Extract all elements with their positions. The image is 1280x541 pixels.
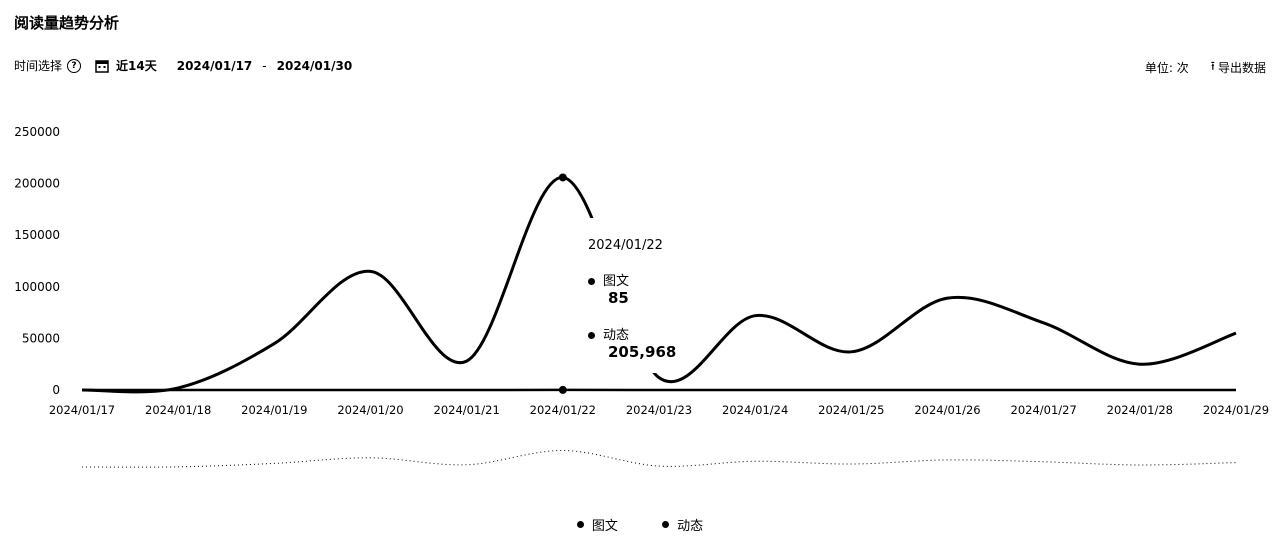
series-dot-icon (588, 278, 595, 285)
series-dot-icon (588, 332, 595, 339)
time-label: 时间选择 (14, 59, 63, 73)
x-tick-label: 2024/01/28 (1107, 403, 1173, 417)
y-tick-label: 100000 (14, 280, 60, 294)
date-start[interactable]: 2024/01/17 (176, 58, 253, 73)
tooltip-date: 2024/01/22 (588, 238, 663, 253)
chart-legend: 图文 动态 (0, 515, 1280, 534)
y-axis: 0 50000 100000 150000 200000 250000 (14, 125, 60, 397)
calendar-icon[interactable] (95, 59, 109, 73)
legend-item-dongtai[interactable]: 动态 (662, 515, 703, 534)
y-tick-label: 200000 (14, 177, 60, 191)
x-tick-label: 2024/01/25 (818, 403, 884, 417)
tooltip-value: 205,968 (608, 343, 677, 361)
tooltip-value: 85 (608, 289, 629, 307)
zoom-slider[interactable] (81, 450, 1237, 468)
date-separator: - (262, 58, 267, 73)
toolbar-right: 单位: 次 ⭱ 导出数据 (1145, 57, 1266, 78)
tooltip-item-1: 图文 (588, 270, 629, 289)
export-label: 导出数据 (1217, 61, 1266, 75)
x-tick-label: 2024/01/19 (241, 403, 307, 417)
x-tick-label: 2024/01/27 (1011, 403, 1077, 417)
tooltip-series-name: 图文 (603, 274, 630, 289)
export-button[interactable]: ⭱ 导出数据 (1211, 57, 1266, 78)
date-end[interactable]: 2024/01/30 (276, 58, 353, 73)
x-tick-label: 2024/01/23 (626, 403, 692, 417)
x-tick-label: 2024/01/21 (434, 403, 500, 417)
y-tick-label: 250000 (14, 125, 60, 139)
tooltip-item-2: 动态 (588, 324, 629, 343)
legend-dot-icon (662, 521, 670, 528)
x-tick-label: 2024/01/18 (145, 403, 211, 417)
toolbar: 时间选择 ? 近14天 2024/01/17 - 2024/01/30 单位: … (14, 57, 1266, 77)
legend-label: 图文 (591, 519, 618, 534)
legend-item-tuwen[interactable]: 图文 (576, 515, 618, 534)
y-tick-label: 0 (52, 383, 60, 397)
x-tick-label: 2024/01/17 (49, 403, 115, 417)
y-tick-label: 50000 (22, 331, 60, 345)
zoom-slider-trend (81, 450, 1237, 468)
hover-point (558, 173, 567, 182)
x-tick-label: 2024/01/24 (722, 403, 788, 417)
time-selector: 时间选择 ? 近14天 2024/01/17 - 2024/01/30 (14, 57, 352, 74)
y-tick-label: 150000 (14, 228, 60, 242)
help-icon[interactable]: ? (67, 58, 82, 73)
legend-label: 动态 (677, 519, 704, 534)
legend-dot-icon (576, 521, 584, 528)
x-tick-label: 2024/01/26 (914, 403, 980, 417)
x-axis: 2024/01/17 2024/01/18 2024/01/19 2024/01/20… (49, 389, 1269, 417)
page-title: 阅读量趋势分析 (14, 14, 120, 32)
x-tick-label: 2024/01/20 (337, 403, 403, 417)
chart-tooltip: 2024/01/22 图文 85 动态 205,968 (578, 218, 677, 373)
x-tick-label: 2024/01/29 (1203, 403, 1269, 417)
export-icon: ⭱ (1210, 59, 1215, 73)
tooltip-series-name: 动态 (603, 328, 630, 343)
range-select[interactable]: 近14天 (116, 59, 157, 73)
x-tick-label: 2024/01/22 (530, 403, 596, 417)
hover-point (558, 385, 567, 394)
unit-label: 单位: 次 (1144, 61, 1189, 75)
